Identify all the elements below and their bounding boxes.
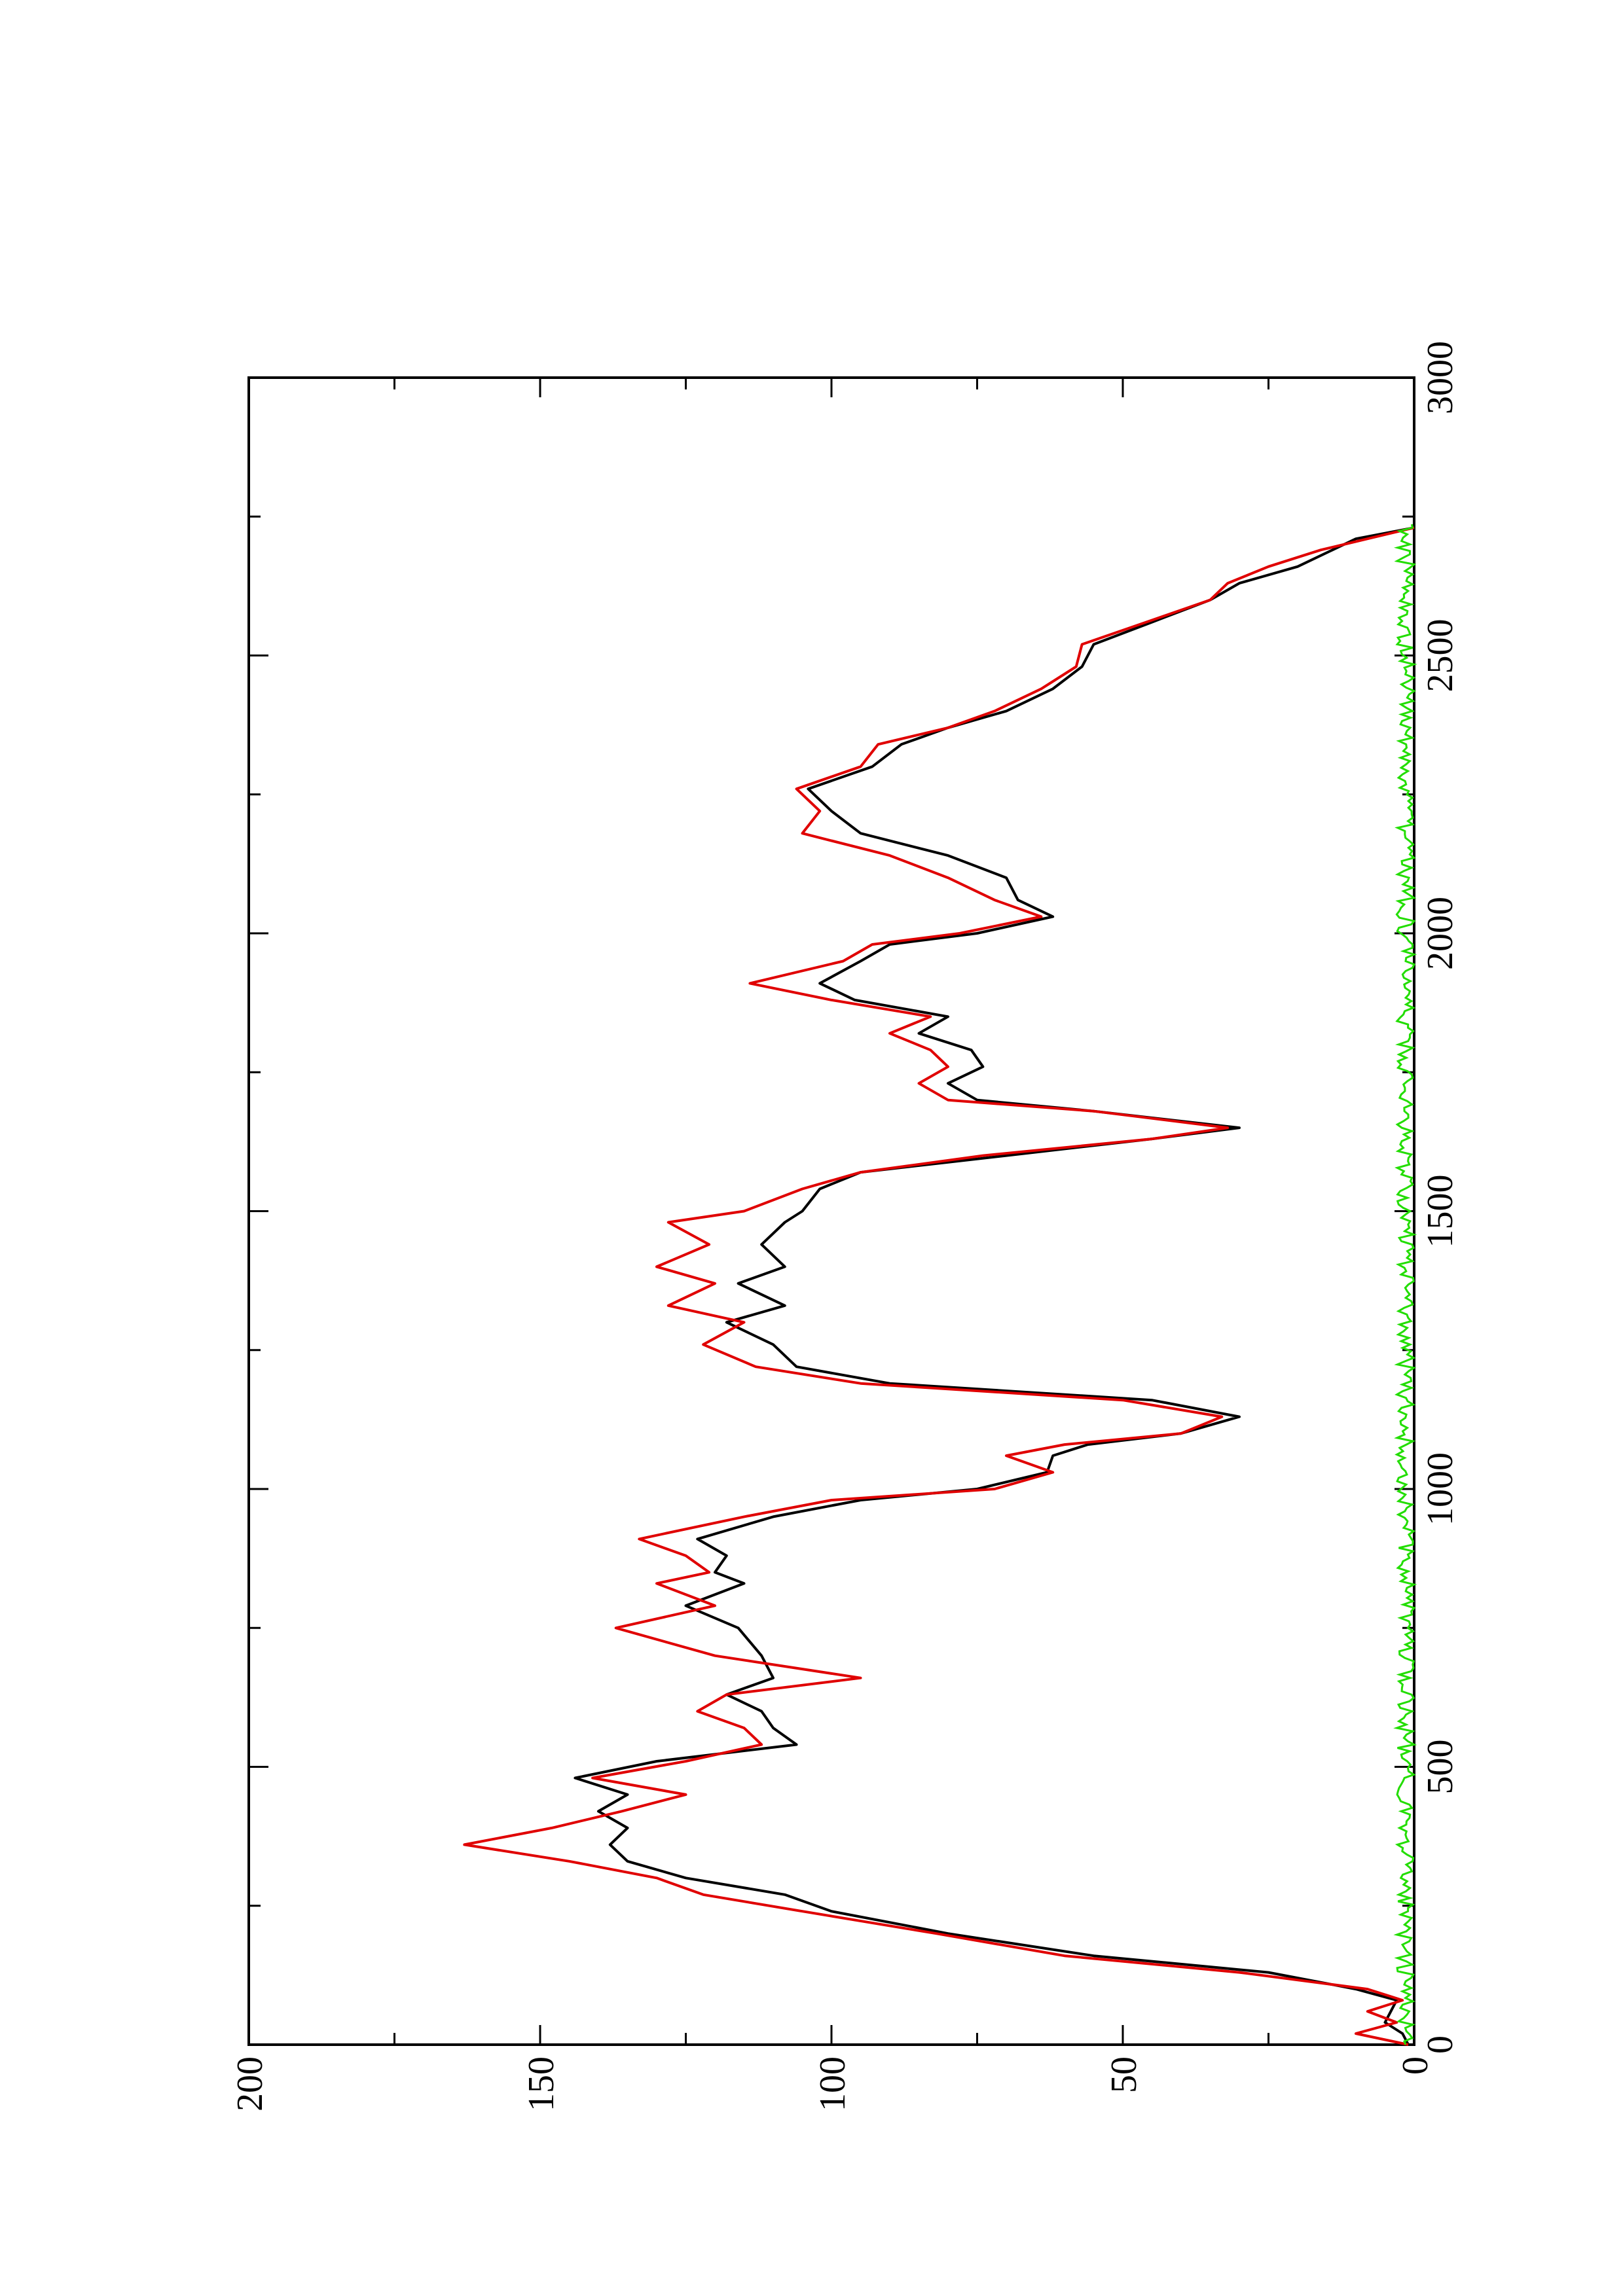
y-tick-label: 50	[1104, 2056, 1144, 2093]
series-line-1	[574, 526, 1415, 2045]
y-tick-label: 200	[230, 2056, 270, 2111]
tick-labels: 0 500 1000 1500 2000 2500 3000 0 50 100 150 200	[230, 341, 1461, 2111]
x-tick-label: 0	[1420, 2036, 1461, 2054]
x-tick-label: 500	[1420, 1740, 1461, 1795]
axis-ticks	[247, 376, 1415, 2046]
series-layer	[463, 524, 1417, 2046]
series-line-3	[1393, 524, 1417, 2045]
x-tick-label: 2000	[1420, 897, 1461, 970]
plot-frame	[247, 376, 1415, 2046]
x-tick-label: 3000	[1420, 341, 1461, 414]
series-line-2	[463, 526, 1415, 2046]
x-tick-label: 1000	[1420, 1452, 1461, 1526]
x-tick-label: 2500	[1420, 619, 1461, 692]
y-tick-label: 150	[521, 2056, 562, 2111]
y-tick-label: 0	[1395, 2056, 1436, 2075]
x-tick-label: 1500	[1420, 1175, 1461, 1248]
y-tick-label: 100	[812, 2056, 853, 2111]
